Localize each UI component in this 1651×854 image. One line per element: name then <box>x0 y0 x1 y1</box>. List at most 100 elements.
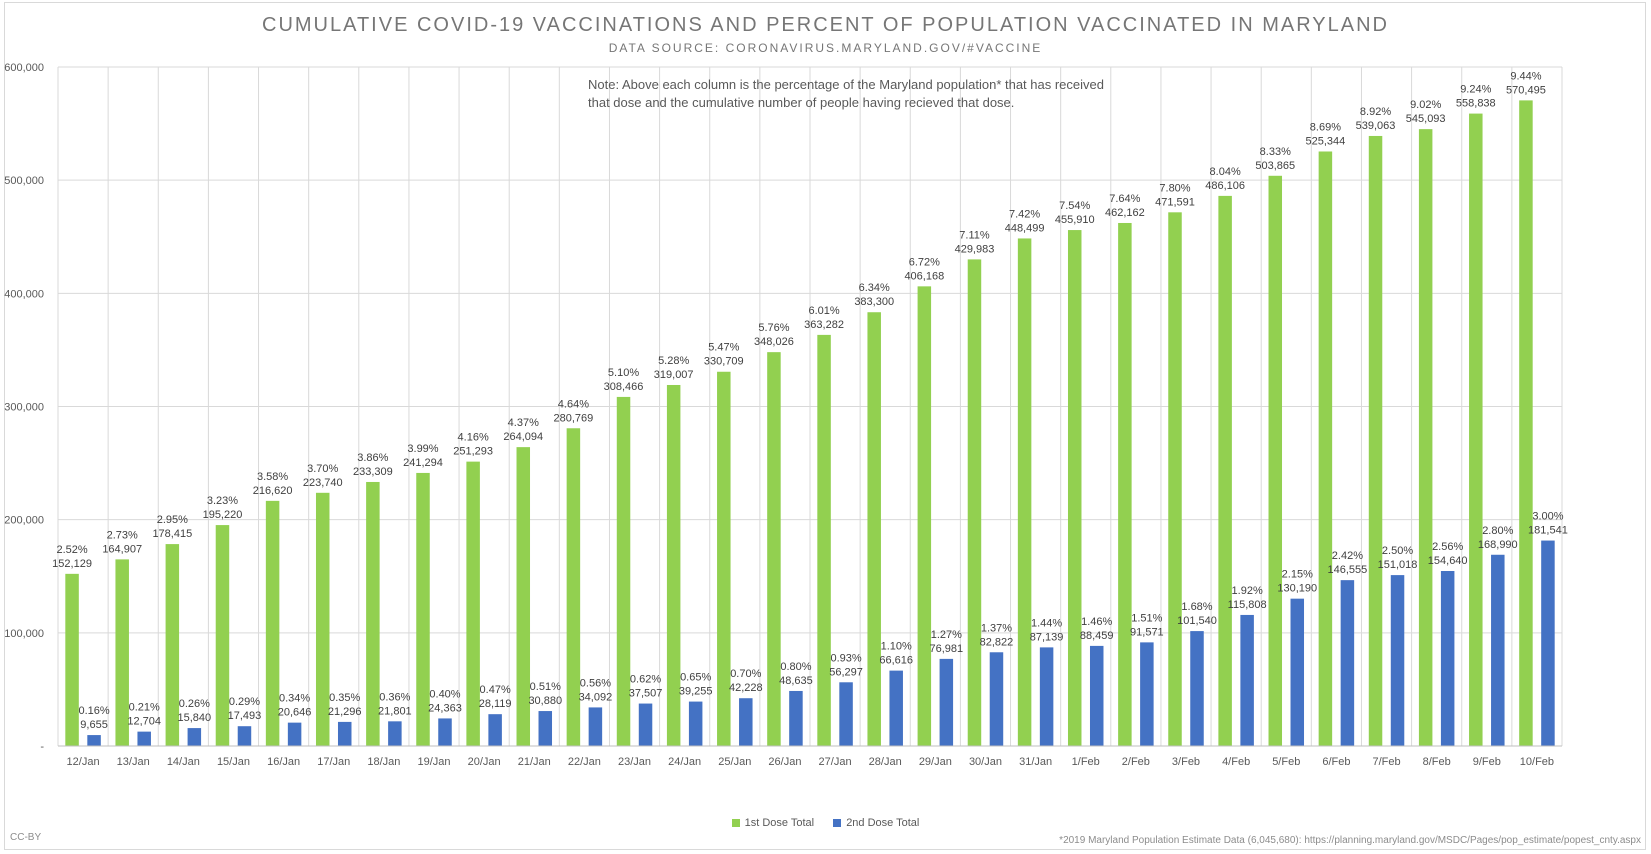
bar-second-dose <box>638 703 653 746</box>
data-label-second-dose-percent: 0.36% <box>379 691 410 703</box>
bar-first-dose <box>817 334 831 746</box>
data-label-first-dose-percent: 4.16% <box>458 432 489 444</box>
x-tick-label: 7/Feb <box>1372 756 1400 768</box>
chart-title: CUMULATIVE COVID-19 VACCINATIONS AND PER… <box>262 14 1389 36</box>
data-label-second-dose-percent: 0.34% <box>279 693 310 705</box>
y-tick-label: 600,000 <box>4 62 44 74</box>
data-label-second-dose-percent: 0.35% <box>329 692 360 704</box>
bar-second-dose <box>1240 614 1254 746</box>
data-label-second-dose-percent: 1.27% <box>931 629 962 641</box>
x-tick-label: 27/Jan <box>819 756 852 768</box>
data-label-first-dose-value: 539,063 <box>1356 120 1396 132</box>
data-label-first-dose-value: 363,282 <box>804 319 844 331</box>
bar-second-dose <box>137 731 151 746</box>
data-label-first-dose-percent: 4.37% <box>508 417 539 429</box>
x-tick-label: 18/Jan <box>367 756 400 768</box>
data-label-second-dose-value: 168,990 <box>1478 539 1518 551</box>
x-tick-label: 24/Jan <box>668 756 701 768</box>
data-label-first-dose-percent: 7.42% <box>1009 208 1040 220</box>
data-label-first-dose-value: 330,709 <box>704 356 744 368</box>
data-label-first-dose-percent: 9.02% <box>1410 99 1441 111</box>
data-label-second-dose-percent: 2.80% <box>1482 525 1513 537</box>
data-label-second-dose-value: 21,296 <box>328 706 362 718</box>
x-tick-label: 22/Jan <box>568 756 601 768</box>
legend: 1st Dose Total 2nd Dose Total <box>0 817 1651 829</box>
data-label-first-dose-percent: 7.11% <box>959 229 990 241</box>
data-label-first-dose-value: 525,344 <box>1306 135 1346 147</box>
data-label-second-dose-value: 87,139 <box>1030 631 1064 643</box>
data-label-first-dose-value: 308,466 <box>604 381 644 393</box>
x-tick-label: 29/Jan <box>919 756 952 768</box>
data-label-second-dose-value: 181,541 <box>1528 525 1568 537</box>
bar-second-dose <box>1440 570 1455 746</box>
license-label: CC-BY <box>10 832 42 843</box>
data-label-first-dose-percent: 7.54% <box>1059 200 1090 212</box>
bar-first-dose <box>115 559 129 746</box>
x-tick-label: 26/Jan <box>768 756 801 768</box>
data-label-second-dose-percent: 0.70% <box>730 668 761 680</box>
data-label-first-dose-value: 216,620 <box>253 485 293 497</box>
data-label-second-dose-percent: 0.65% <box>680 672 711 684</box>
x-tick-label: 14/Jan <box>167 756 200 768</box>
bar-second-dose <box>1491 554 1505 746</box>
data-label-first-dose-value: 280,769 <box>554 412 594 424</box>
bar-first-dose <box>666 384 681 746</box>
data-label-first-dose-value: 319,007 <box>654 369 694 381</box>
data-label-second-dose-value: 9,655 <box>80 719 108 731</box>
bar-second-dose <box>1290 598 1305 746</box>
x-tick-label: 25/Jan <box>718 756 751 768</box>
bar-first-dose <box>566 428 581 746</box>
data-label-first-dose-percent: 5.76% <box>758 322 789 334</box>
data-label-first-dose-value: 223,740 <box>303 477 343 489</box>
data-label-first-dose-value: 448,499 <box>1005 222 1045 234</box>
bar-second-dose <box>438 718 452 746</box>
data-label-first-dose-value: 429,983 <box>955 243 995 255</box>
bar-second-dose <box>1390 575 1405 746</box>
data-label-first-dose-percent: 5.28% <box>658 355 689 367</box>
data-label-second-dose-value: 146,555 <box>1328 564 1368 576</box>
data-label-second-dose-percent: 2.42% <box>1332 550 1363 562</box>
x-tick-label: 17/Jan <box>317 756 350 768</box>
bar-first-dose <box>1318 151 1333 746</box>
bar-first-dose <box>265 500 280 746</box>
data-label-second-dose-value: 66,616 <box>879 655 913 667</box>
data-label-second-dose-percent: 0.40% <box>429 688 460 700</box>
data-label-first-dose-percent: 5.10% <box>608 367 639 379</box>
bar-first-dose <box>1118 222 1132 746</box>
bar-second-dose <box>1190 631 1204 746</box>
bar-first-dose <box>466 461 480 746</box>
data-label-second-dose-percent: 0.80% <box>780 661 811 673</box>
y-tick-label: 100,000 <box>4 628 44 640</box>
bar-first-dose <box>1469 113 1483 746</box>
data-label-second-dose-value: 42,228 <box>729 682 763 694</box>
data-label-second-dose-value: 76,981 <box>930 643 964 655</box>
bar-first-dose <box>1368 135 1383 746</box>
data-label-second-dose-value: 130,190 <box>1277 583 1317 595</box>
bar-second-dose <box>1089 645 1104 746</box>
data-label-first-dose-percent: 8.69% <box>1310 121 1341 133</box>
data-label-second-dose-value: 20,646 <box>278 707 312 719</box>
bar-first-dose <box>967 259 982 746</box>
x-tick-label: 13/Jan <box>117 756 150 768</box>
x-tick-label: 23/Jan <box>618 756 651 768</box>
bar-second-dose <box>989 652 1004 746</box>
x-tick-label: 15/Jan <box>217 756 250 768</box>
legend-label-second-dose: 2nd Dose Total <box>846 817 920 829</box>
bar-first-dose <box>1218 195 1232 747</box>
bar-second-dose <box>688 701 703 746</box>
data-label-second-dose-percent: 2.15% <box>1282 569 1313 581</box>
x-tick-label: 30/Jan <box>969 756 1002 768</box>
bar-first-dose <box>917 286 932 746</box>
bar-first-dose <box>717 371 731 746</box>
data-label-first-dose-percent: 6.72% <box>909 256 940 268</box>
bar-second-dose <box>488 714 502 746</box>
bar-second-dose <box>889 670 903 746</box>
data-label-second-dose-percent: 2.50% <box>1382 545 1413 557</box>
data-label-first-dose-value: 195,220 <box>203 509 243 521</box>
data-label-first-dose-percent: 3.23% <box>207 495 238 507</box>
data-label-first-dose-percent: 8.92% <box>1360 106 1391 118</box>
x-tick-label: 28/Jan <box>869 756 902 768</box>
data-label-first-dose-value: 348,026 <box>754 336 794 348</box>
bar-second-dose <box>1340 580 1355 746</box>
data-label-first-dose-value: 486,106 <box>1205 180 1245 192</box>
